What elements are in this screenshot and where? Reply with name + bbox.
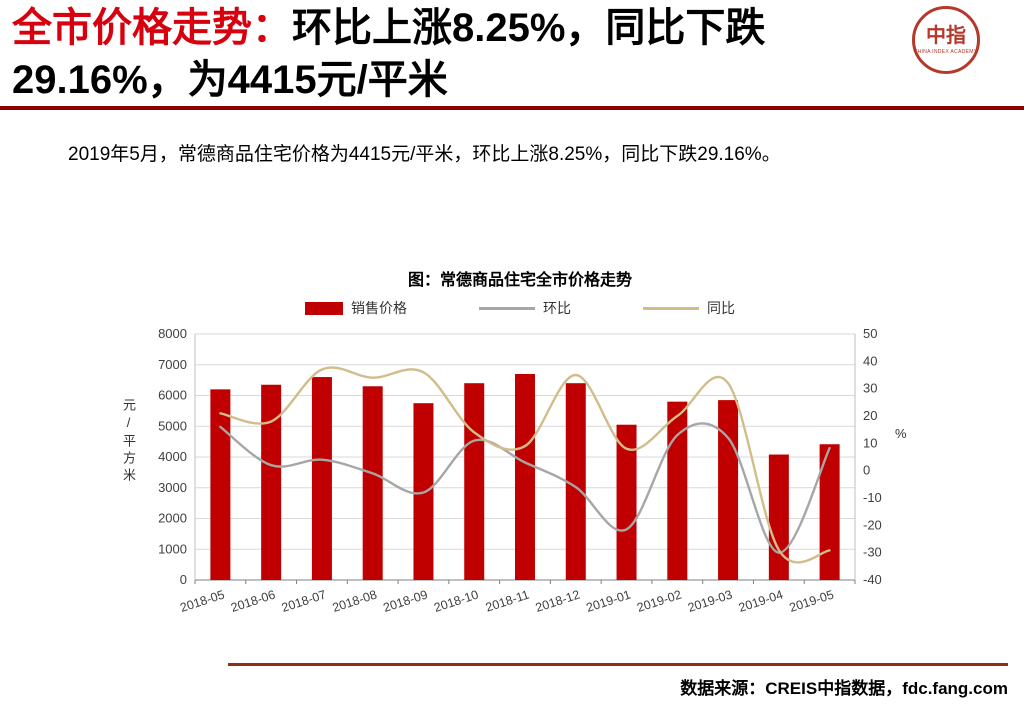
line-swatch-icon: [479, 306, 535, 310]
svg-text:2019-04: 2019-04: [737, 588, 785, 616]
left-axis-title: 元/平方米: [121, 398, 136, 485]
line-series-0: [219, 422, 831, 554]
svg-text:2018-06: 2018-06: [229, 588, 277, 616]
logo-seal-text: 中指: [926, 24, 966, 47]
chart-legend: 销售价格 环比 同比: [95, 298, 945, 318]
chart-block: 图：常德商品住宅全市价格走势 销售价格 环比 同比 元/平方米 % 8000 70…: [95, 266, 945, 656]
legend-item-sales-price: 销售价格: [305, 298, 407, 318]
logo-caption: CHINA INDEX ACADEMY: [914, 48, 978, 55]
svg-text:2018-07: 2018-07: [280, 588, 328, 616]
svg-text:2018-09: 2018-09: [381, 588, 429, 616]
page-title: 全市价格走势：环比上涨8.25%，同比下跌29.16%，为4415元/平米: [12, 2, 880, 106]
svg-text:30: 30: [863, 381, 877, 396]
line-swatch-icon: [643, 306, 699, 310]
svg-text:2018-11: 2018-11: [484, 588, 531, 615]
svg-text:50: 50: [863, 326, 877, 341]
header-divider: [0, 106, 1024, 110]
legend-label-mom: 环比: [543, 300, 571, 316]
svg-text:0: 0: [863, 463, 870, 478]
svg-text:2019-03: 2019-03: [686, 588, 734, 616]
legend-label-sales-price: 销售价格: [351, 300, 407, 316]
line-series-1: [219, 366, 831, 564]
svg-text:1000: 1000: [158, 541, 187, 556]
svg-text:40: 40: [863, 353, 877, 368]
svg-text:20: 20: [863, 408, 877, 423]
svg-text:-20: -20: [863, 517, 882, 532]
svg-text:0: 0: [180, 572, 187, 587]
svg-text:2019-01: 2019-01: [585, 588, 633, 616]
legend-item-yoy: 同比: [643, 298, 735, 318]
page-title-rest: 环比上涨8.25%，同比下跌29.16%，为4415元/平米: [12, 6, 766, 102]
legend-item-mom: 环比: [479, 298, 571, 318]
svg-text:2018-12: 2018-12: [534, 588, 582, 616]
svg-text:5000: 5000: [158, 418, 187, 433]
svg-text:10: 10: [863, 435, 877, 450]
right-axis-title: %: [895, 426, 907, 441]
svg-text:2019-05: 2019-05: [788, 588, 836, 616]
legend-label-yoy: 同比: [707, 300, 735, 316]
svg-text:2018-05: 2018-05: [178, 588, 226, 616]
x-axis-ticks: [194, 580, 856, 584]
summary-paragraph: 2019年5月，常德商品住宅价格为4415元/平米，环比上涨8.25%，同比下跌…: [68, 144, 781, 165]
price-trend-chart: 8000 7000 6000 5000 4000 3000 2000 1000 0 50 40 30 2…: [158, 326, 882, 616]
svg-text:-30: -30: [863, 545, 882, 560]
svg-text:3000: 3000: [158, 480, 187, 495]
svg-text:2000: 2000: [158, 511, 187, 526]
logo-circle: 中指 CHINA INDEX ACADEMY: [912, 6, 980, 74]
svg-text:-10: -10: [863, 490, 882, 505]
svg-text:7000: 7000: [158, 357, 187, 372]
data-source-text: 数据来源：CREIS中指数据，fdc.fang.com: [680, 679, 1008, 698]
svg-text:6000: 6000: [158, 388, 187, 403]
chart-title: 图：常德商品住宅全市价格走势: [407, 272, 632, 289]
svg-text:2018-10: 2018-10: [432, 588, 480, 616]
svg-text:2019-02: 2019-02: [635, 588, 683, 616]
footer-divider: [228, 663, 1008, 666]
page-title-highlight: 全市价格走势：: [12, 6, 292, 50]
china-index-academy-logo: 中指 CHINA INDEX ACADEMY: [904, 6, 988, 74]
bar-swatch-icon: [305, 301, 343, 315]
svg-text:-40: -40: [863, 572, 882, 587]
svg-text:2018-08: 2018-08: [331, 588, 379, 616]
svg-text:8000: 8000: [158, 326, 187, 341]
svg-text:4000: 4000: [158, 449, 187, 464]
